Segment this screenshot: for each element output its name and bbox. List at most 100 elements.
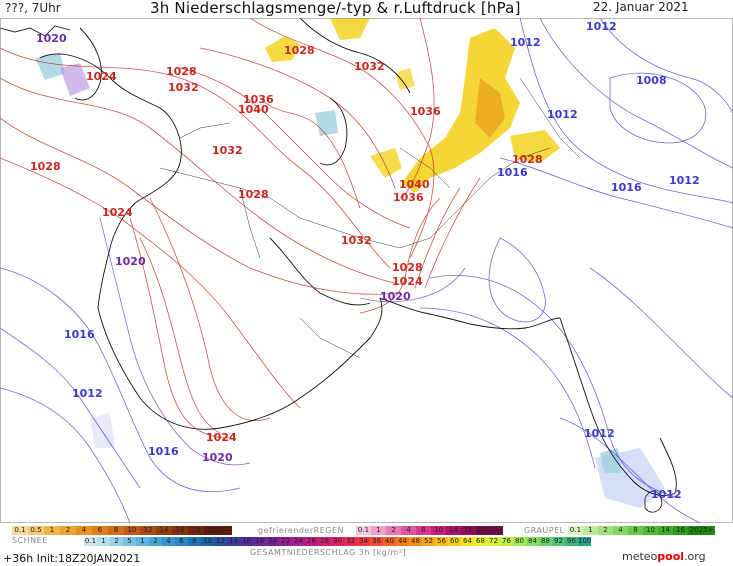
total-precip-scale-cell: 32 [344,537,357,546]
freezing-rain-scale-cell: 14 [446,526,461,535]
graupel-label: GRAUPEL [524,526,565,535]
run-info: +36h Init:18Z20JAN2021 [3,552,141,565]
graupel-scale-cell: 8 [628,526,643,535]
total-precip-scale-cell: 2 [149,537,162,546]
forecast-date: 22. Januar 2021 [593,0,689,14]
isobar-label: 1028 [512,153,543,166]
total-precip-scale-cell: 84 [526,537,539,546]
isobar-label: 1012 [651,488,682,501]
legend: 0.1 0.5 1 2 4 6 8 10 12 14 16 18 2025+ SCHNEE gefrie… [0,523,733,566]
isobar-label: 1036 [243,93,274,106]
isobar-label: 1008 [636,74,667,87]
graupel-scale-cell: 2025+ [688,526,715,535]
isobar-label: 1012 [669,174,700,187]
isobar-label: 1012 [72,387,103,400]
freezing-rain-scale-cell: 4 [401,526,416,535]
snow-scale-cell: 4 [76,526,92,535]
snow-scale-cell: 12 [140,526,156,535]
isobar-label: 1028 [30,160,61,173]
total-precip-scale-cell: 34 [357,537,370,546]
total-precip-scale-cell: 18 [253,537,266,546]
meteopool-logo[interactable]: meteopool.org [622,550,706,563]
total-precip-scale-cell: 2 [110,537,123,546]
total-precip-scale: 0.1 1 2 5 1 2 4 6 8 10 12 14 16 18 20 22 24 26 28 30 32 34 36 4… [84,537,591,546]
red-isobar-lines [0,18,481,439]
snow-scale-cell: 2025+ [204,526,232,535]
isobar-label: 1024 [392,275,423,288]
isobar-label: 1016 [148,445,179,458]
logo-part-meteo: meteo [622,550,658,563]
total-precip-scale-cell: 44 [396,537,409,546]
snow-scale-cell: 0.1 [12,526,28,535]
isobar-label: 1024 [206,431,237,444]
freezing-rain-scale-cell: 10 [431,526,446,535]
total-precip-scale-cell: 48 [409,537,422,546]
freezing-rain-scale: 0.1 1 2 4 8 10 14 16 2025+ [356,526,503,535]
isobar-label: 1016 [497,166,528,179]
total-precip-scale-cell: 26 [305,537,318,546]
sri-lanka-coast [644,490,663,513]
country-borders [159,77,581,359]
isobar-label: 1028 [238,188,269,201]
graupel-scale-cell: 16 [673,526,688,535]
isobar-label: 1024 [86,70,117,83]
total-precip-scale-cell: 36 [370,537,383,546]
total-precip-scale-cell: 88 [539,537,552,546]
graupel-scale-cell: 0.1 [568,526,583,535]
total-precip-scale-cell: 56 [435,537,448,546]
snow-scale-cell: 18 [188,526,204,535]
total-precip-scale-cell: 20 [266,537,279,546]
total-precip-scale-cell: 1 [136,537,149,546]
total-precip-scale-cell: 0.1 [84,537,97,546]
freezing-rain-scale-cell: 2 [386,526,401,535]
coastlines [0,18,677,496]
snow-scale-cell: 14 [156,526,172,535]
total-precip-scale-cell: 12 [214,537,227,546]
snow-scale-cell: 8 [108,526,124,535]
total-precip-label: GESAMTNIEDERSCHLAG 3h [kg/m²] [250,548,407,557]
total-precip-scale-cell: 52 [422,537,435,546]
isobar-label: 1032 [212,144,243,157]
isobar-label: 1012 [586,20,617,33]
snow-scale-cell: 10 [124,526,140,535]
map-title: 3h Niederschlagsmenge/-typ & r.Luftdruck… [150,0,521,17]
total-precip-scale-cell: 8 [188,537,201,546]
snow-scale-cell: 0.5 [28,526,44,535]
isobar-label: 1032 [354,60,385,73]
total-precip-scale-cell: 72 [487,537,500,546]
total-precip-scale-cell: 1 [97,537,110,546]
graupel-scale-cell: 4 [613,526,628,535]
title-bar: ???, 7Uhr 3h Niederschlagsmenge/-typ & r… [0,0,733,18]
total-precip-scale-cell: 96 [565,537,578,546]
total-precip-scale-cell: 64 [461,537,474,546]
snow-label: SCHNEE [12,536,48,545]
total-precip-scale-cell: 4 [162,537,175,546]
purple-isobar-lines [99,217,466,466]
isobar-label: 1024 [102,206,133,219]
total-precip-scale-cell: 92 [552,537,565,546]
freezing-rain-scale-cell: 16 [461,526,476,535]
freezing-rain-scale-cell: 8 [416,526,431,535]
isobar-label: 1012 [547,108,578,121]
isobar-label: 1020 [202,451,233,464]
isobar-label: 1028 [166,65,197,78]
total-precip-scale-cell: 60 [448,537,461,546]
total-precip-scale-cell: 16 [240,537,253,546]
isobar-label: 1028 [392,261,423,274]
total-precip-scale-cell: 14 [227,537,240,546]
freezing-rain-label: gefrierenderREGEN [258,526,344,535]
snow-scale: 0.1 0.5 1 2 4 6 8 10 12 14 16 18 2025+ [12,526,232,535]
graupel-scale-cell: 10 [643,526,658,535]
total-precip-scale-cell: 80 [513,537,526,546]
snow-scale-cell: 6 [92,526,108,535]
isobar-label: 1020 [380,290,411,303]
graupel-scale-cell: 1 [583,526,598,535]
weather-map: 1028 1024 1028 1032 1036 1040 1032 1028 … [0,18,733,523]
total-precip-scale-cell: 24 [292,537,305,546]
total-precip-scale-cell: 40 [383,537,396,546]
graupel-scale-cell: 2 [598,526,613,535]
graupel-scale-cell: 14 [658,526,673,535]
total-precip-scale-cell: 76 [500,537,513,546]
isobar-label: 1020 [36,32,67,45]
isobar-labels: 1028 1024 1028 1032 1036 1040 1032 1028 … [30,20,700,501]
